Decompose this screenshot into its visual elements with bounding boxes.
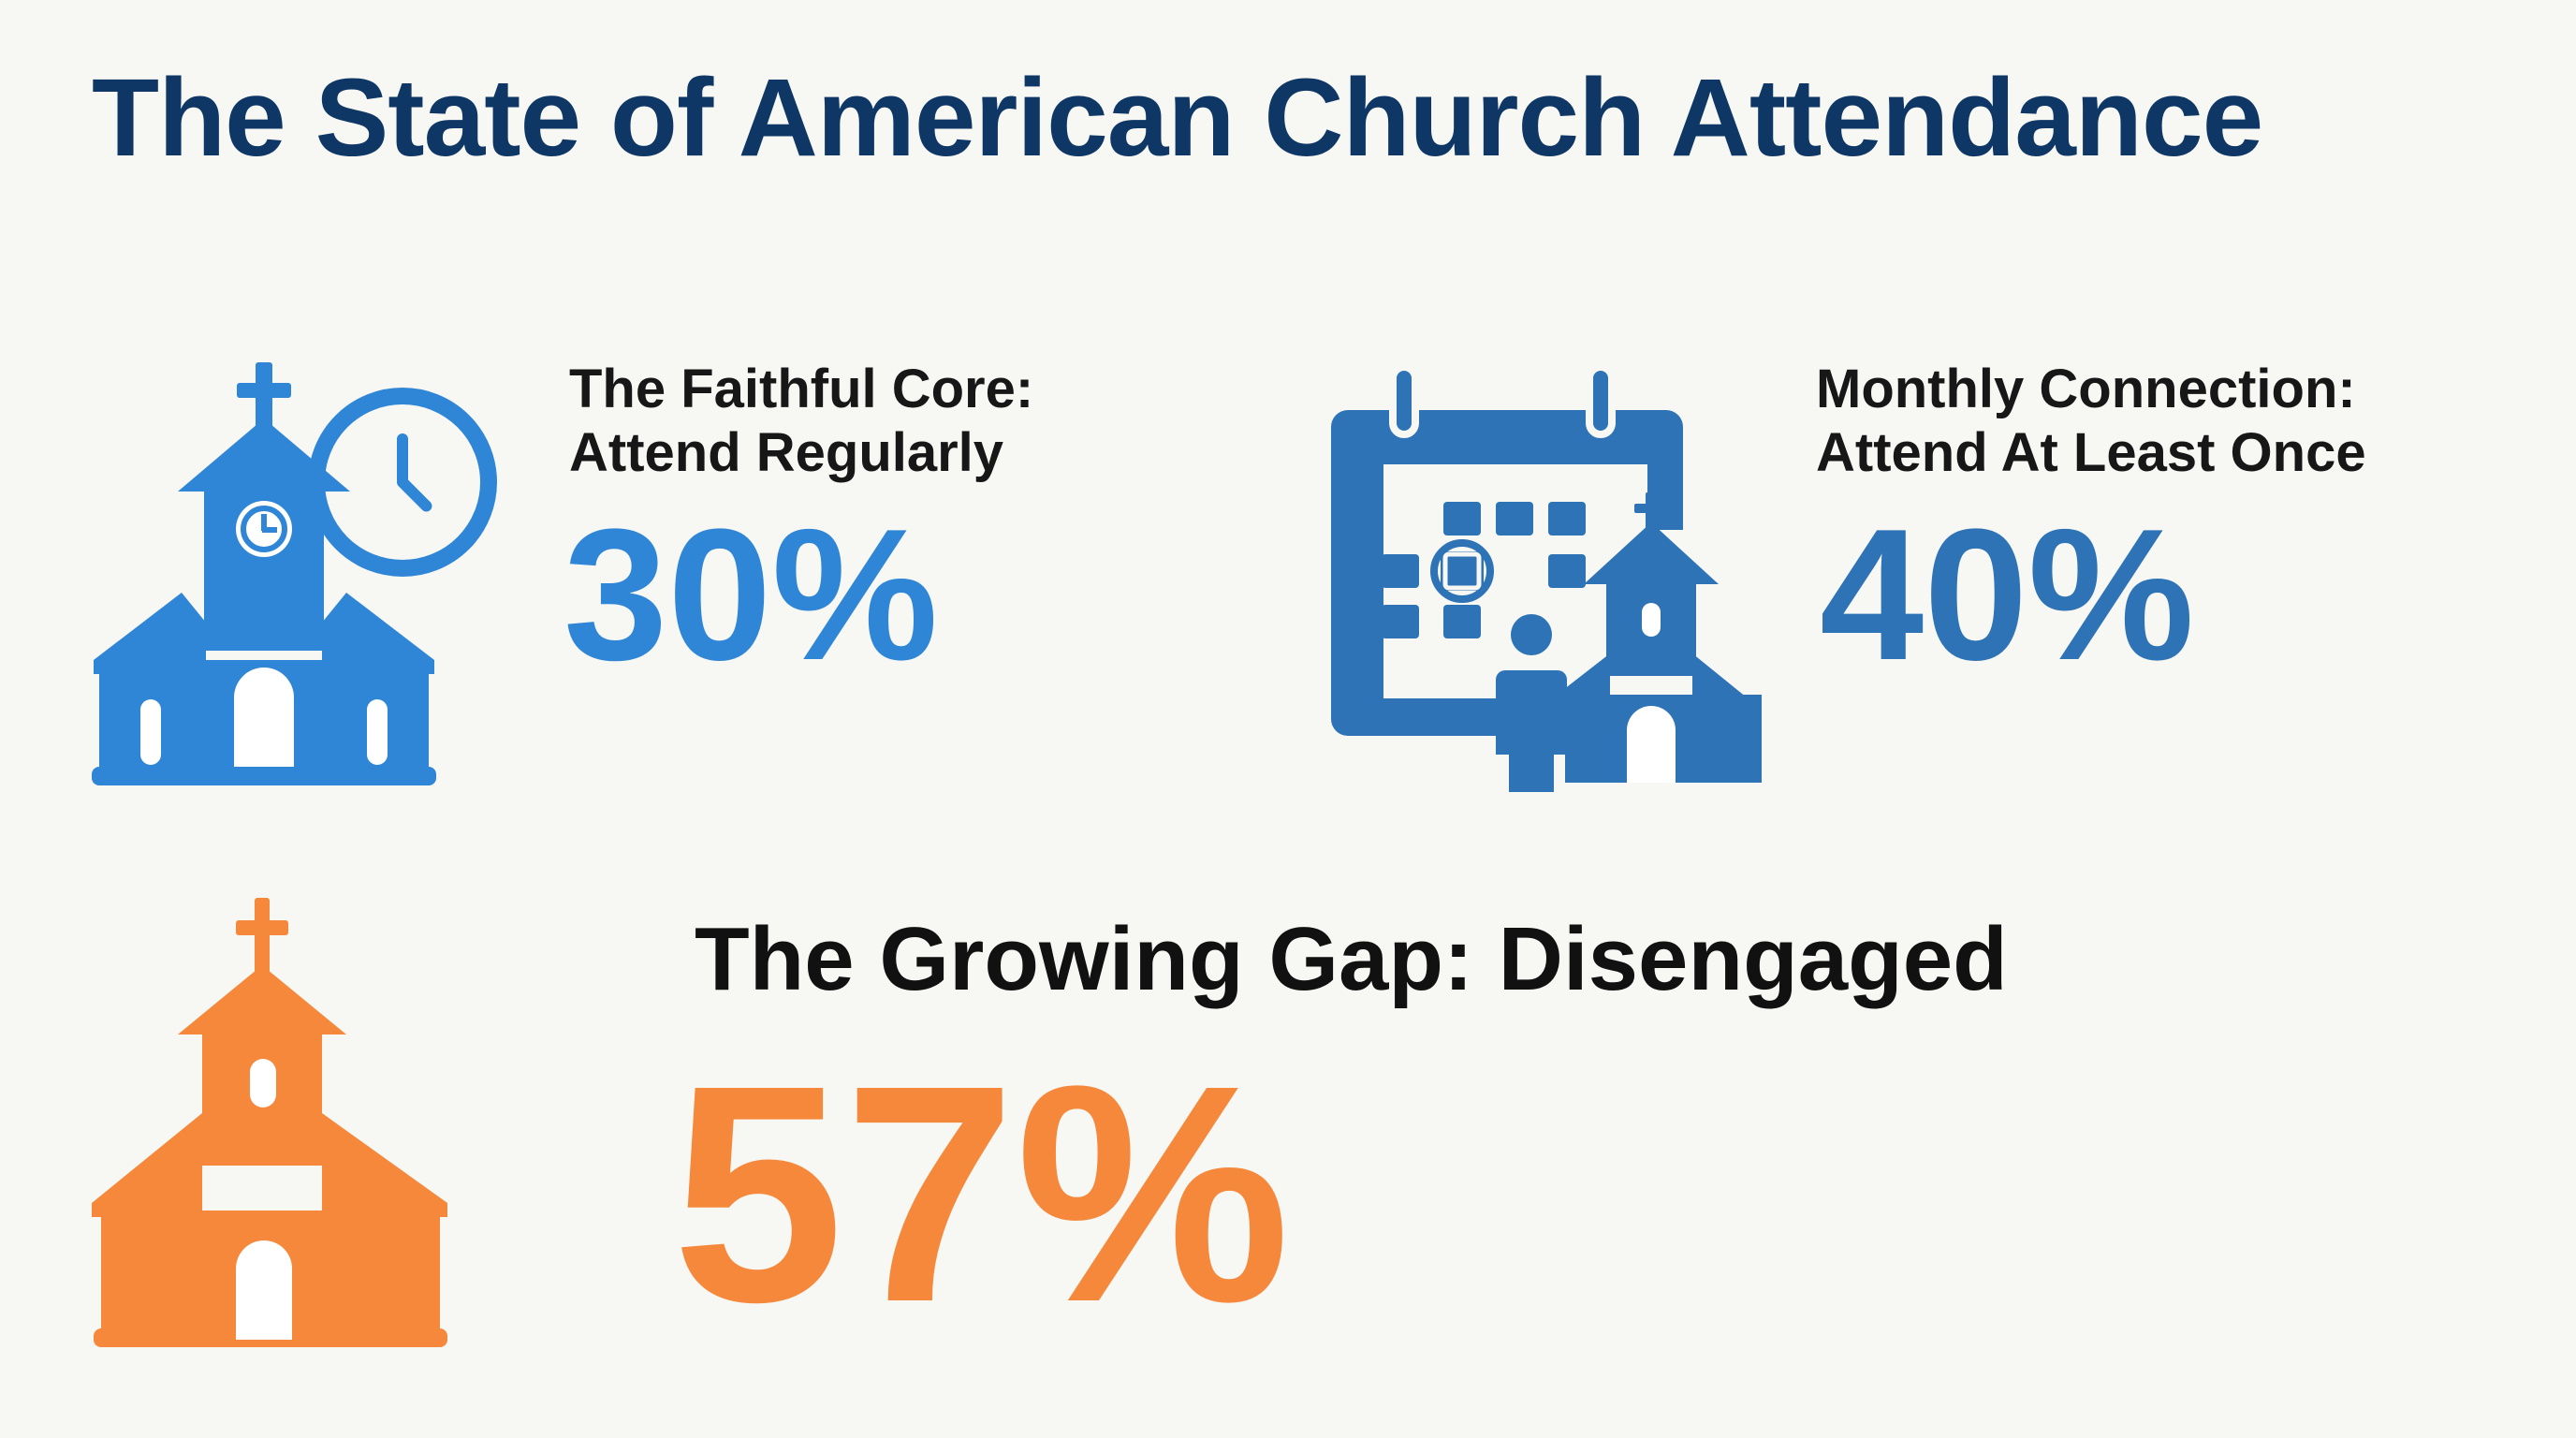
stat-label-line: The Faithful Core: <box>569 359 1034 419</box>
stat-label-line: Attend Regularly <box>569 422 1004 483</box>
stat-label-monthly-connection: Monthly Connection: Attend At Least Once <box>1816 358 2366 485</box>
stat-label-line: Attend At Least Once <box>1816 422 2366 483</box>
church-icon <box>92 898 447 1347</box>
stat-label-line: Monthly Connection: <box>1816 359 2356 419</box>
stat-value-monthly-connection: 40% <box>1820 491 2195 699</box>
page-title: The State of American Church Attendance <box>92 56 2263 180</box>
church-with-clock-icon <box>92 362 497 785</box>
stat-label-growing-gap: The Growing Gap: Disengaged <box>695 909 2008 1009</box>
stat-label-faithful-core: The Faithful Core: Attend Regularly <box>569 358 1033 485</box>
calendar-with-church-icon <box>1331 363 1762 792</box>
stat-value-faithful-core: 30% <box>564 491 939 699</box>
stat-value-growing-gap: 57% <box>672 1020 1291 1366</box>
